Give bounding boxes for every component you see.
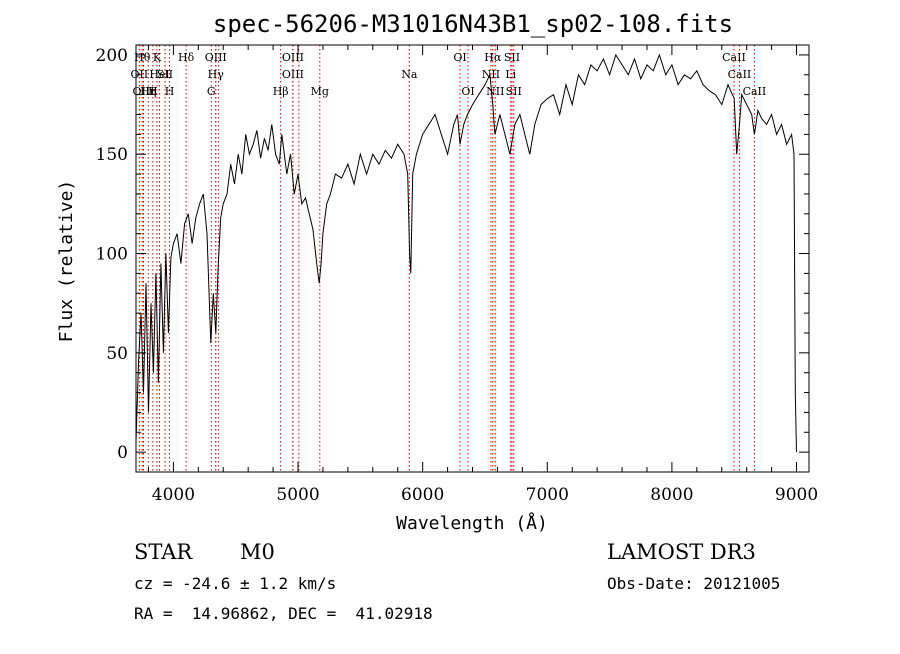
flux-series <box>135 53 797 453</box>
line-marker-label: Hη <box>140 85 156 98</box>
line-marker-label: NII <box>482 68 500 81</box>
x-tick-label: 5000 <box>276 485 319 505</box>
line-marker-label: CaII <box>728 68 752 81</box>
observation-date: Obs-Date: 20121005 <box>607 574 781 593</box>
object-subclass: M0 <box>240 540 275 564</box>
line-marker-label: H <box>148 85 158 98</box>
line-marker-label: SII <box>504 51 520 64</box>
object-class: STAR <box>134 540 193 564</box>
line-marker-label: SII <box>157 68 173 81</box>
x-axis-ticks: 4000 5000 6000 7000 8000 9000 <box>147 45 818 505</box>
y-axis-label: Flux (relative) <box>56 180 77 343</box>
y-tick-label: 0 <box>117 443 128 463</box>
line-marker-label: CaII <box>743 85 767 98</box>
plot-frame <box>135 44 810 473</box>
y-tick-label: 200 <box>96 46 128 66</box>
y-tick-label: 50 <box>106 344 128 364</box>
line-marker-label: HeI <box>149 68 169 81</box>
line-marker-label: Hβ <box>273 85 289 98</box>
line-marker-label: G <box>207 85 216 98</box>
line-marker-label: Hγ <box>208 68 225 81</box>
line-marker-label: H <box>165 85 175 98</box>
x-tick-label: 7000 <box>526 485 569 505</box>
y-axis-ticks: 0 50 100 150 200 <box>96 46 809 463</box>
survey-name: LAMOST DR3 <box>607 540 756 564</box>
line-marker-label: OI <box>453 51 466 64</box>
redshift-velocity: cz = -24.6 ± 1.2 km/s <box>134 574 337 593</box>
line-marker-label: CaII <box>722 51 746 64</box>
spectral-line-markers <box>138 45 755 472</box>
chart-title: spec-56206-M31016N43B1_sp02-108.fits <box>213 10 733 38</box>
coordinates: RA = 14.96862, DEC = 41.02918 <box>134 604 433 623</box>
line-marker-label: Li <box>505 68 516 81</box>
line-marker-label: SII <box>506 85 522 98</box>
line-marker-label: OIII <box>282 51 304 64</box>
line-marker-label: Hα <box>484 51 502 64</box>
line-marker-label: K <box>153 51 162 64</box>
y-tick-label: 100 <box>96 245 128 265</box>
x-tick-label: 6000 <box>401 485 444 505</box>
line-marker-label: OIII <box>282 68 304 81</box>
line-marker-label: Hδ <box>178 51 195 64</box>
line-marker-label: Mg <box>311 85 329 98</box>
line-marker-label: Hθ <box>134 51 151 64</box>
line-marker-label: OI <box>461 85 474 98</box>
flux-line <box>135 53 797 453</box>
line-marker-label: NII <box>486 85 504 98</box>
x-axis-label: Wavelength (Å) <box>396 512 548 534</box>
x-tick-label: 9000 <box>775 485 818 505</box>
line-marker-label: OIII <box>205 51 227 64</box>
line-marker-label: Na <box>401 68 418 81</box>
y-tick-label: 150 <box>96 145 128 165</box>
x-tick-label: 8000 <box>650 485 693 505</box>
x-tick-label: 4000 <box>152 485 195 505</box>
